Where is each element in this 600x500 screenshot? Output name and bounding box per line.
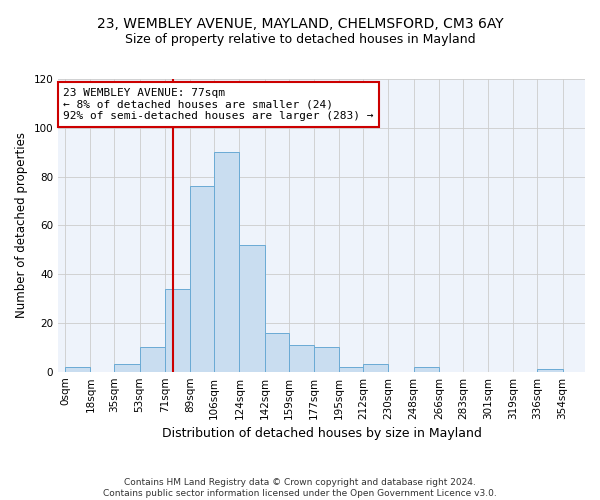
Bar xyxy=(413,367,439,372)
Bar xyxy=(265,332,289,372)
Bar xyxy=(190,186,214,372)
Y-axis label: Number of detached properties: Number of detached properties xyxy=(15,132,28,318)
Bar xyxy=(115,364,140,372)
Text: Size of property relative to detached houses in Mayland: Size of property relative to detached ho… xyxy=(125,32,475,46)
Text: 23, WEMBLEY AVENUE, MAYLAND, CHELMSFORD, CM3 6AY: 23, WEMBLEY AVENUE, MAYLAND, CHELMSFORD,… xyxy=(97,18,503,32)
X-axis label: Distribution of detached houses by size in Mayland: Distribution of detached houses by size … xyxy=(161,427,482,440)
Text: Contains HM Land Registry data © Crown copyright and database right 2024.
Contai: Contains HM Land Registry data © Crown c… xyxy=(103,478,497,498)
Bar xyxy=(363,364,388,372)
Bar xyxy=(140,348,165,372)
Bar xyxy=(165,289,190,372)
Bar xyxy=(214,152,239,372)
Bar xyxy=(339,367,363,372)
Bar xyxy=(289,345,314,372)
Bar xyxy=(314,348,339,372)
Bar xyxy=(239,245,265,372)
Text: 23 WEMBLEY AVENUE: 77sqm
← 8% of detached houses are smaller (24)
92% of semi-de: 23 WEMBLEY AVENUE: 77sqm ← 8% of detache… xyxy=(64,88,374,121)
Bar xyxy=(537,369,563,372)
Bar xyxy=(65,367,91,372)
